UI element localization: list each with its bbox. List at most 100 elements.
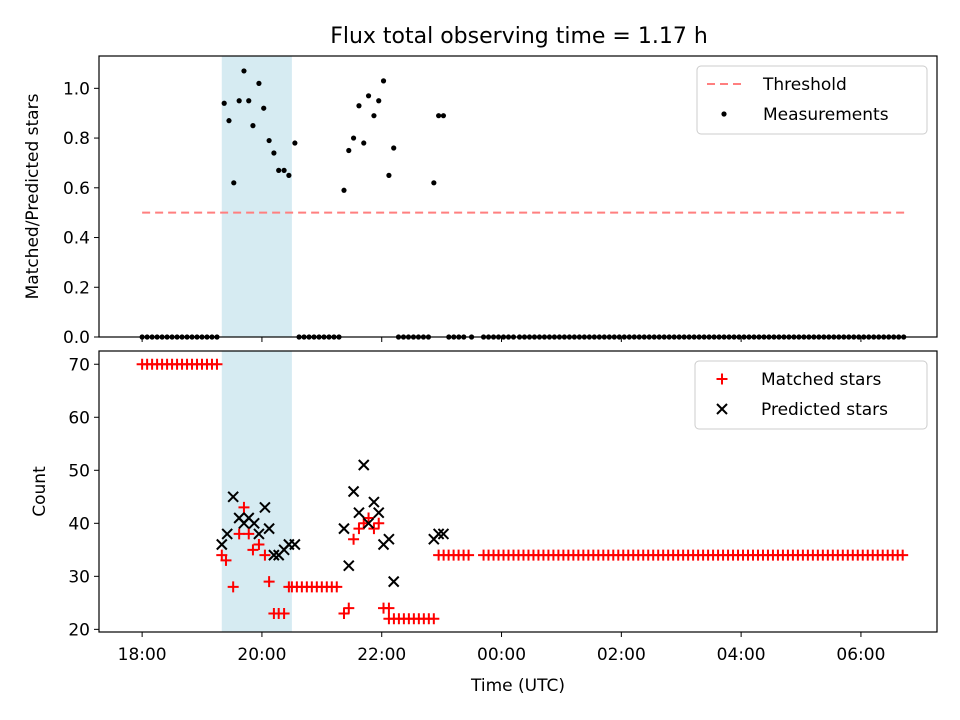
matched-star-marker — [897, 549, 909, 561]
matched-star-marker — [263, 576, 275, 588]
predicted-star-marker — [253, 528, 265, 540]
predicted-star-marker — [383, 533, 395, 545]
y-axis-label: Matched/Predicted stars — [23, 93, 43, 299]
measurement-point — [236, 98, 242, 104]
measurement-point — [246, 98, 252, 104]
matched-star-marker — [343, 602, 355, 614]
measurement-point — [431, 180, 437, 186]
predicted-star-marker — [368, 496, 380, 508]
matched-star-marker — [247, 544, 259, 556]
predicted-star-marker — [259, 501, 271, 514]
legend-measurement-swatch — [721, 111, 727, 117]
matched-star-marker — [373, 517, 385, 529]
legend-label: Predicted stars — [761, 400, 888, 420]
legend-box — [694, 360, 928, 430]
y-tick-label: 40 — [68, 514, 90, 534]
measurement-point — [221, 100, 227, 106]
y-tick-label: 20 — [68, 620, 90, 640]
y-tick-label: 0.2 — [63, 278, 90, 298]
measurement-point — [386, 172, 392, 178]
predicted-star-marker — [347, 485, 360, 498]
predicted-star-marker — [248, 517, 260, 530]
predicted-star-marker — [227, 491, 239, 503]
predicted-star-marker — [289, 538, 301, 551]
bottom-panel-count-plot: 20 30 40 50 60 70 18:00 20:00 22:00 00:00 02:00 04:… — [30, 350, 938, 696]
measurement-point — [286, 172, 292, 178]
measurement-point — [436, 113, 442, 119]
legend-matched-swatch — [716, 373, 728, 385]
x-tick-label: 22:00 — [357, 645, 406, 665]
y-tick-label: 1.0 — [63, 79, 90, 99]
axes-frame — [98, 55, 938, 338]
bottom-legend: Matched stars Predicted stars — [694, 360, 928, 430]
predicted-star-marker — [216, 538, 228, 551]
predicted-star-marker — [437, 528, 450, 540]
x-tick-label: 02:00 — [597, 645, 646, 665]
matched-star-marker — [243, 528, 255, 540]
matched-star-marker — [227, 581, 239, 593]
matched-star-marker — [211, 358, 223, 370]
y-axis-label: Count — [30, 466, 50, 517]
y-tick-label: 50 — [68, 461, 90, 481]
measurement-point — [346, 147, 352, 154]
measurement-point — [241, 68, 247, 74]
measurement-point — [271, 150, 277, 156]
measurement-point — [266, 137, 272, 144]
measurement-point — [226, 118, 232, 124]
matched-star-marker — [238, 501, 250, 513]
measurement-point — [281, 167, 287, 173]
matched-star-marker — [259, 549, 271, 561]
measurement-point — [350, 135, 357, 141]
predicted-star-marker — [353, 507, 365, 519]
predicted-star-marker — [263, 522, 275, 535]
legend-box — [696, 65, 928, 135]
top-legend: Threshold Measurements — [696, 65, 928, 135]
matched-star-marker — [428, 613, 440, 625]
predicted-star-marker — [338, 522, 350, 535]
measurement-point — [276, 167, 282, 173]
matched-star-marker — [278, 607, 290, 619]
predicted-star-marker — [388, 575, 400, 588]
measurement-point — [380, 78, 387, 84]
measurement-point — [256, 80, 262, 86]
matched-star-marker — [220, 554, 232, 566]
measurement-point — [292, 140, 298, 146]
figure-title: Flux total observing time = 1.17 h — [330, 24, 708, 49]
matched-star-marker — [233, 528, 245, 540]
x-tick-label: 06:00 — [836, 645, 885, 665]
measurement-point — [361, 140, 367, 146]
measurement-point — [365, 93, 372, 99]
matched-star-marker — [331, 581, 343, 593]
matched-star-marker — [338, 607, 350, 619]
legend-label: Measurements — [763, 105, 889, 125]
x-tick-label: 04:00 — [717, 645, 766, 665]
matched-star-marker — [353, 523, 365, 535]
predicted-star-marker — [432, 528, 445, 540]
legend-label: Threshold — [762, 75, 847, 95]
y-tick-label: 70 — [68, 355, 90, 375]
x-tick-label: 20:00 — [237, 645, 286, 665]
measurement-point — [371, 113, 377, 119]
legend-label: Matched stars — [761, 370, 881, 390]
top-panel-ratio-plot: 0.0 0.2 0.4 0.6 0.8 1.0 Matched/Predicted star… — [23, 55, 938, 348]
measurement-point — [341, 187, 347, 193]
measurement-point — [391, 145, 397, 151]
matched-star-marker — [383, 602, 395, 614]
x-tick-label: 00:00 — [477, 645, 526, 665]
matched-star-marker — [368, 523, 380, 535]
predicted-star-marker — [373, 507, 385, 519]
predicted-star-marker — [358, 459, 370, 471]
predicted-star-marker — [268, 549, 280, 561]
y-tick-label: 60 — [68, 408, 90, 428]
axes-frame — [98, 350, 938, 633]
observing-span-shade — [221, 56, 292, 337]
x-tick-label: 18:00 — [118, 645, 167, 665]
predicted-star-marker — [362, 517, 375, 530]
measurement-point — [261, 105, 267, 111]
y-tick-label: 0.6 — [63, 179, 90, 199]
y-tick-label: 0.0 — [63, 328, 90, 348]
measurement-point — [440, 113, 447, 119]
measurement-point — [231, 180, 237, 186]
y-tick-label: 30 — [68, 567, 90, 587]
